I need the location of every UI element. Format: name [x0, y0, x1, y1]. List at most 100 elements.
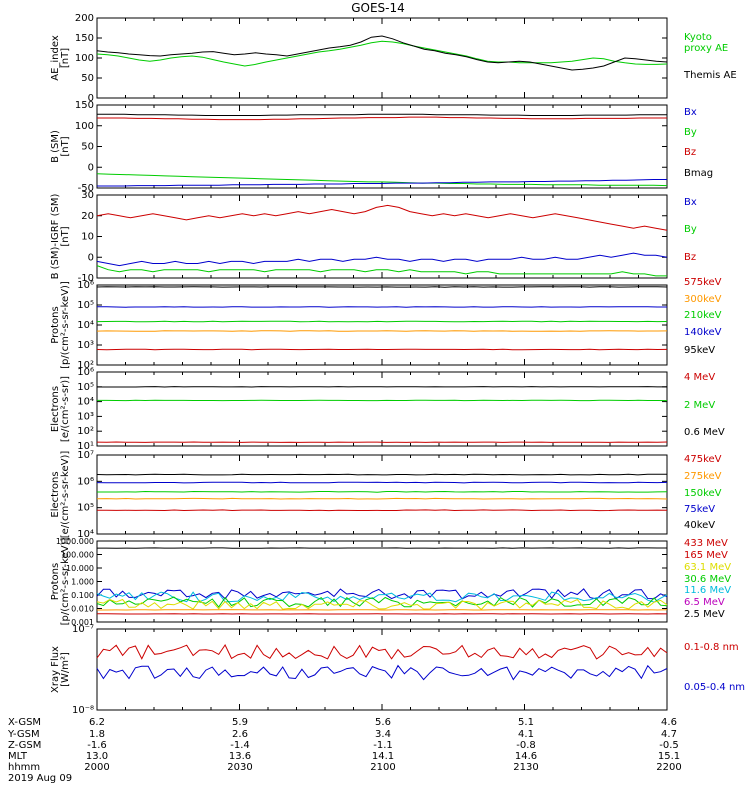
- y-tick-label: 100.000: [61, 551, 94, 560]
- legend-entry: 0.1-0.8 nm: [684, 642, 739, 653]
- series-line: [96, 40, 668, 67]
- series-line: [96, 348, 668, 351]
- y-tick-label: 50: [81, 73, 94, 84]
- legend-entry: 275keV: [684, 471, 722, 482]
- y-axis-label: Electrons: [50, 386, 61, 432]
- y-axis-label: [W/m²]: [60, 652, 71, 687]
- legend-entry: Kyoto: [684, 32, 712, 43]
- legend-entry: 11.6 MeV: [684, 585, 731, 596]
- ephemeris-value: 5.6: [375, 717, 391, 728]
- y-tick-label: 150: [75, 33, 94, 44]
- legend-entry: proxy AE: [684, 43, 728, 54]
- y-tick-label: -10: [78, 273, 94, 284]
- y-axis-label: Electrons: [50, 471, 61, 517]
- y-axis-label: [nT]: [60, 136, 71, 156]
- series-line: [96, 596, 668, 608]
- y-axis-label: B (SM)-IGRF (SM): [50, 194, 61, 280]
- ephemeris-value: -1.6: [87, 740, 107, 751]
- legend-entry: 63.1 MeV: [684, 562, 731, 573]
- y-tick-label: 10⁻⁷: [72, 624, 94, 635]
- y-axis-label: [nT]: [60, 48, 71, 68]
- ephemeris-value: 4.7: [661, 729, 677, 740]
- series-line: [96, 598, 668, 611]
- series-line: [96, 252, 668, 267]
- series-line: [96, 330, 668, 332]
- series-line: [97, 509, 668, 512]
- legend-entry: 150keV: [684, 488, 722, 499]
- ephemeris-value: 2.6: [232, 729, 248, 740]
- ephemeris-row-label: Y-GSM: [7, 729, 40, 740]
- ephemeris-value: -1.4: [230, 740, 250, 751]
- legend-entry: 300keV: [684, 294, 722, 305]
- y-tick-label: 0.010: [71, 605, 94, 614]
- y-tick-label: 10¹: [77, 441, 94, 452]
- legend-entry: Bx: [684, 197, 697, 208]
- y-tick-label: 30: [81, 190, 94, 201]
- ephemeris-value: 5.1: [518, 717, 534, 728]
- y-tick-label: 1.000: [71, 578, 94, 587]
- panel-frame: [96, 454, 668, 535]
- legend-entry: Themis AE: [683, 70, 737, 81]
- series-line: [96, 35, 668, 71]
- series-line: [96, 497, 668, 500]
- legend-entry: Bz: [684, 252, 696, 263]
- y-axis-label: [p/(cm²-s-sr-keV)]: [60, 538, 71, 626]
- ephemeris-value: 15.1: [658, 751, 680, 762]
- legend-entry: Bmag: [684, 168, 713, 179]
- legend-entry: 95keV: [684, 345, 715, 356]
- series-line: [96, 473, 667, 476]
- y-tick-label: 10²: [77, 426, 94, 437]
- legend-entry: Bz: [684, 147, 696, 158]
- series-line: [97, 179, 667, 187]
- ephemeris-value: 4.6: [661, 717, 677, 728]
- y-tick-label: 0: [88, 252, 94, 263]
- legend-entry: 475keV: [684, 454, 722, 465]
- y-tick-label: 10⁶: [77, 280, 94, 291]
- y-tick-label: -50: [78, 183, 94, 194]
- legend-entry: 165 MeV: [684, 550, 728, 561]
- series-line: [97, 490, 668, 493]
- y-axis-label: Xray Flux: [50, 646, 61, 693]
- series-line: [96, 320, 668, 323]
- ephemeris-value: 2200: [656, 762, 681, 773]
- y-tick-label: 50: [81, 142, 94, 153]
- y-tick-label: 0: [88, 93, 94, 104]
- panel-frame: [96, 17, 668, 99]
- legend-entry: 575keV: [684, 277, 722, 288]
- ephemeris-value: -0.8: [516, 740, 536, 751]
- y-axis-label: [nT]: [60, 226, 71, 246]
- ephemeris-value: -0.5: [659, 740, 679, 751]
- ephemeris-value: -1.1: [373, 740, 393, 751]
- y-tick-label: 10⁵: [77, 300, 94, 311]
- y-tick-label: 10³: [77, 340, 94, 351]
- ephemeris-value: 14.1: [372, 751, 394, 762]
- panel-frame: [96, 194, 668, 279]
- legend-entry: 2.5 MeV: [684, 609, 725, 620]
- ephemeris-value: 13.6: [229, 751, 251, 762]
- y-axis-label: [p/(cm²-s-sr-keV)]: [60, 281, 71, 369]
- y-tick-label: 20: [81, 211, 94, 222]
- series-line: [96, 664, 668, 681]
- ephemeris-value: 5.9: [232, 717, 248, 728]
- y-tick-label: 10: [81, 232, 94, 243]
- y-tick-label: 10⁴: [77, 529, 94, 540]
- series-line: [96, 286, 668, 288]
- y-axis-label: B (SM): [50, 130, 61, 163]
- ephemeris-value: 1.8: [89, 729, 105, 740]
- y-tick-label: 10⁵: [77, 503, 94, 514]
- legend-entry: Bx: [684, 107, 697, 118]
- ephemeris-value: 6.2: [89, 717, 105, 728]
- series-line: [96, 306, 667, 308]
- ephemeris-row-label: X-GSM: [8, 717, 41, 728]
- panel-frame: [96, 371, 668, 447]
- legend-entry: 75keV: [684, 504, 715, 515]
- y-tick-label: 10⁵: [77, 382, 94, 393]
- y-axis-label: [e/(cm²-s-sr-keV)]: [60, 451, 71, 539]
- series-line: [96, 481, 668, 484]
- ephemeris-value: 2130: [513, 762, 538, 773]
- ephemeris-value: 2100: [370, 762, 395, 773]
- y-tick-label: 1000.000: [56, 537, 94, 546]
- y-tick-label: 0.001: [71, 618, 94, 627]
- legend-entry: 30.6 MeV: [684, 574, 731, 585]
